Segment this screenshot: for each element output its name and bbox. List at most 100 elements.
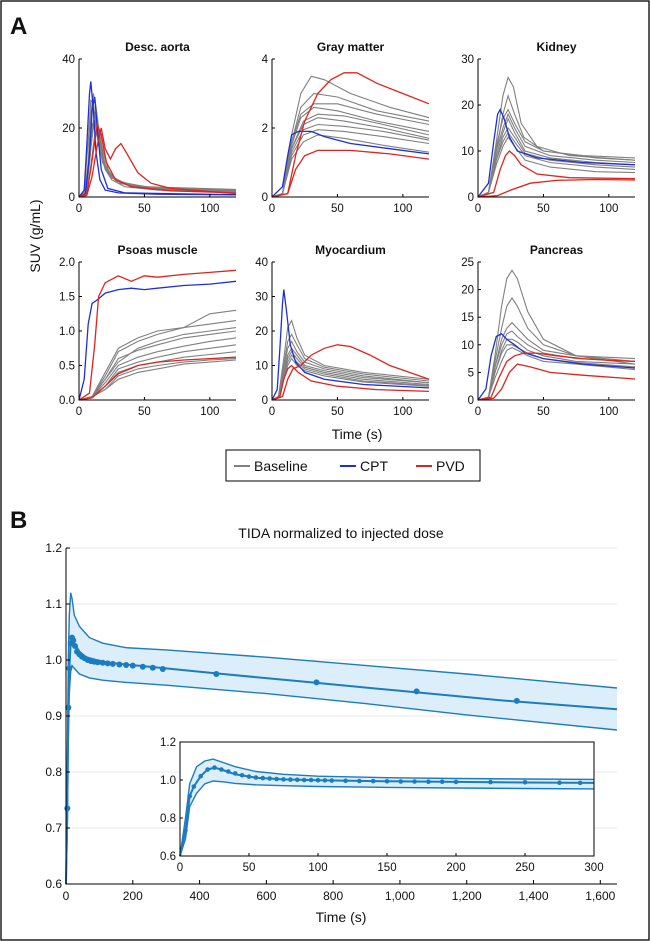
y-tick-label: 2.0	[59, 257, 75, 269]
panel-a-xlabel: Time (s)	[332, 426, 383, 442]
data-point	[191, 784, 197, 789]
panel-a-ylabel: SUV (g/mL)	[27, 199, 43, 272]
inset-x-tick-label: 100	[308, 862, 327, 874]
data-point	[329, 778, 335, 783]
data-point	[313, 679, 320, 686]
data-point	[398, 779, 404, 784]
data-point	[274, 776, 279, 782]
inset-chart: 0 50 100 150 200 250 300 0.6 0.8 1.0 1.2	[160, 737, 604, 874]
data-point	[205, 767, 210, 772]
data-point	[219, 767, 224, 772]
x-tick-label: 1,000	[385, 889, 415, 903]
baseline-curve-3	[477, 108, 636, 198]
data-point	[104, 660, 111, 667]
y-tick-label: 4	[262, 54, 269, 66]
data-point	[557, 780, 562, 785]
x-tick-label: 50	[331, 203, 344, 215]
subplot-title: Desc. aorta	[125, 40, 190, 54]
baseline-curve-2	[78, 320, 237, 401]
axes	[271, 262, 429, 401]
x-tick-label: 100	[393, 203, 412, 215]
baseline-curve-4	[78, 330, 237, 401]
y-tick-label: 0.0	[59, 395, 75, 407]
data-point	[301, 777, 307, 783]
data-point	[94, 659, 101, 666]
data-point	[116, 661, 123, 668]
subplot-desc-aorta: 0 50 100 0 20 40 Desc. aorta	[62, 40, 237, 215]
x-tick-label: 100	[200, 406, 219, 418]
y-tick-label: 0	[468, 192, 474, 204]
legend-label-baseline: Baseline	[254, 458, 308, 474]
data-point	[357, 778, 362, 784]
y-tick-label: 20	[461, 100, 474, 112]
y-tick-label: 5	[468, 367, 474, 379]
data-point	[343, 778, 348, 784]
pvd-curve-2	[78, 121, 237, 198]
cpt-curve-1	[477, 333, 636, 401]
y-tick-label: 20	[62, 123, 75, 135]
data-point	[123, 662, 130, 668]
legend-label-pvd: PVD	[436, 458, 465, 474]
data-point	[99, 659, 106, 666]
data-point	[453, 779, 459, 785]
baseline-curve-1	[271, 319, 430, 401]
baseline-curve-1	[477, 269, 636, 401]
baseline-curve-7	[271, 357, 430, 401]
x-tick-label: 0	[269, 203, 275, 215]
y-tick-label: 10	[461, 146, 474, 158]
x-tick-label: 1,400	[518, 889, 548, 903]
baseline-curve-7	[477, 346, 636, 401]
data-point	[439, 779, 445, 784]
y-tick-label: 1.0	[59, 326, 75, 338]
data-point	[370, 778, 376, 784]
baseline-curve-5	[78, 337, 237, 401]
data-point	[159, 666, 166, 672]
data-point	[109, 660, 116, 667]
pvd-curve-1	[78, 269, 237, 401]
data-point	[426, 779, 431, 784]
data-point	[413, 688, 420, 695]
data-point	[308, 777, 314, 783]
data-point	[246, 774, 252, 779]
subplot-myocardium: 0 50 100 0 10 20 30 40 Myocardium	[255, 243, 430, 418]
subplot-title: Kidney	[536, 40, 576, 54]
x-tick-label: 1,600	[585, 889, 615, 903]
x-tick-label: 100	[599, 203, 618, 215]
legend-label-cpt: CPT	[360, 458, 388, 474]
y-tick-label: 0	[69, 192, 75, 204]
data-point	[253, 775, 259, 780]
subplot-psoas-muscle: 0 50 100 0.0 0.5 1.0 1.5 2.0 Psoas muscle	[59, 243, 237, 418]
data-point	[65, 704, 72, 711]
y-tick-label: 30	[461, 54, 474, 66]
pvd-curve-2	[477, 178, 636, 198]
panel-letter-a: A	[10, 13, 27, 40]
y-tick-label: 0.6	[45, 877, 62, 891]
x-tick-label: 50	[537, 406, 550, 418]
inset-y-tick-label: 0.8	[160, 813, 176, 825]
data-point	[149, 664, 156, 671]
y-tick-label: 0.7	[45, 821, 62, 835]
y-tick-label: 1.1	[45, 597, 62, 611]
y-tick-label: 1.0	[45, 653, 62, 667]
panel-a-legend: Baseline CPT PVD	[225, 449, 481, 482]
data-point	[183, 828, 188, 833]
y-tick-label: 10	[255, 361, 268, 373]
pvd-curve-1	[477, 352, 636, 401]
baseline-curve-5	[477, 117, 636, 198]
inset-x-tick-label: 0	[177, 862, 183, 874]
upper-bound-line	[65, 592, 618, 885]
baseline-curve-5	[477, 338, 636, 401]
baseline-curve-1	[78, 309, 237, 401]
inset-x-tick-label: 300	[584, 862, 603, 874]
x-tick-label: 50	[331, 406, 344, 418]
pvd-curve-2	[271, 149, 430, 198]
baseline-curve-9	[271, 134, 430, 198]
y-tick-label: 40	[62, 54, 75, 66]
baseline-curve-2	[477, 296, 636, 401]
data-point	[187, 793, 192, 799]
pvd-curve-1	[477, 150, 636, 198]
inset-x-tick-label: 200	[446, 862, 465, 874]
upper-bound-line	[179, 758, 595, 857]
data-point	[232, 771, 238, 776]
